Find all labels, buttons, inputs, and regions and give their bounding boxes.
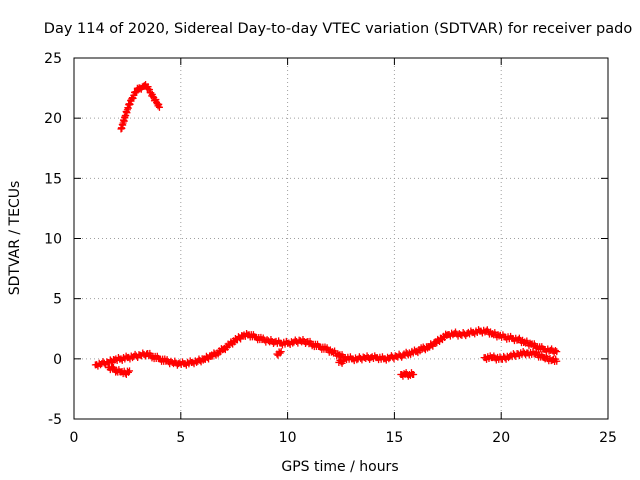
data-point [339, 357, 347, 365]
y-tick-label: 5 [53, 292, 62, 308]
data-point [124, 368, 132, 376]
data-points [91, 80, 561, 380]
data-point [553, 348, 561, 356]
axis-ticks: 0 5 10 15 20 25 -5 0 5 10 15 20 25 [44, 51, 617, 446]
data-point [131, 89, 139, 97]
data-point [152, 96, 160, 104]
data-point [126, 367, 134, 375]
x-tick-label: 5 [176, 430, 185, 446]
x-tick-label: 10 [279, 430, 297, 446]
x-axis-label: GPS time / hours [281, 459, 398, 475]
data-point [410, 370, 418, 378]
data-point [551, 346, 559, 354]
y-tick-label: -5 [48, 412, 62, 428]
y-tick-label: 25 [44, 51, 62, 67]
y-tick-label: 15 [44, 171, 62, 187]
x-tick-label: 20 [492, 430, 510, 446]
data-point [154, 102, 162, 110]
y-tick-label: 20 [44, 111, 62, 127]
data-point [155, 103, 163, 111]
y-tick-label: 0 [53, 352, 62, 368]
data-point [276, 349, 284, 357]
x-tick-label: 0 [70, 430, 79, 446]
data-point [155, 100, 163, 108]
data-point [145, 86, 153, 94]
data-point [129, 94, 137, 102]
y-axis-label: SDTVAR / TECUs [7, 181, 23, 296]
x-tick-label: 15 [385, 430, 403, 446]
chart-title: Day 114 of 2020, Sidereal Day-to-day VTE… [44, 21, 633, 37]
x-tick-label: 25 [599, 430, 617, 446]
data-point [147, 89, 155, 97]
data-point [553, 357, 561, 365]
data-point [277, 348, 285, 356]
y-tick-label: 10 [44, 232, 62, 248]
